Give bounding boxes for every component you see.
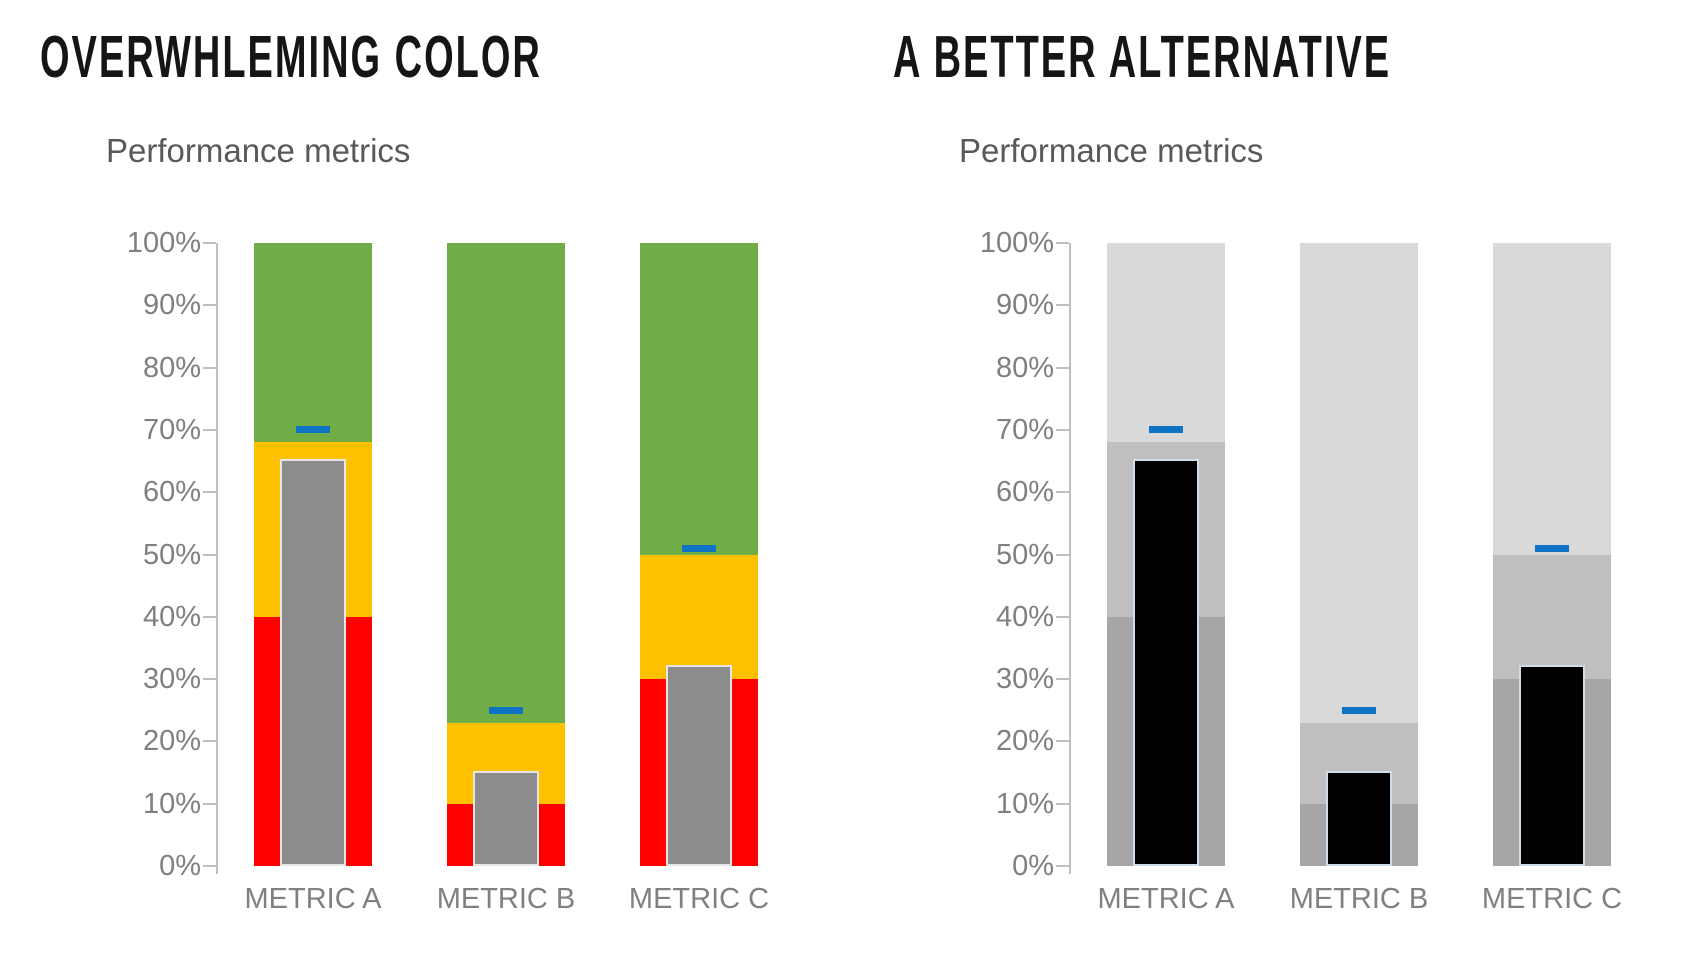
x-category-label: METRIC C bbox=[628, 883, 770, 915]
y-axis-tick bbox=[203, 304, 216, 307]
high-band-segment bbox=[254, 243, 372, 443]
y-axis-line bbox=[216, 243, 218, 874]
y-axis-tick bbox=[203, 553, 216, 556]
y-tick-label: 30% bbox=[995, 663, 1054, 696]
y-tick-label: 70% bbox=[995, 413, 1054, 446]
target-marker bbox=[1535, 545, 1569, 552]
plot-area-overwhelming: 0% 10% 20% 30% 40% 50% 60% 70% 80% 90% 100% METRIC … bbox=[126, 227, 770, 915]
panel-heading: OVERWHLEMING COLOR bbox=[40, 26, 542, 92]
x-category-label: METRIC A bbox=[1097, 883, 1235, 915]
y-axis-line bbox=[1069, 243, 1071, 874]
x-category-label: METRIC B bbox=[1289, 883, 1429, 915]
y-axis-tick bbox=[1056, 740, 1069, 743]
high-band-segment bbox=[640, 243, 758, 555]
target-marker bbox=[489, 707, 523, 714]
actual-value-bar bbox=[1326, 770, 1392, 866]
actual-value-bar bbox=[473, 770, 539, 866]
plot-area-better-alternative: 0% 10% 20% 30% 40% 50% 60% 70% 80% 90% 100% METRIC … bbox=[853, 0, 1706, 968]
high-band-segment bbox=[447, 243, 565, 723]
y-axis-tick bbox=[1056, 242, 1069, 244]
y-tick-label: 10% bbox=[995, 787, 1054, 820]
y-tick-label: 90% bbox=[142, 289, 201, 322]
mid-band-segment bbox=[1493, 554, 1611, 680]
y-axis-tick bbox=[203, 615, 216, 618]
y-axis-tick bbox=[1056, 491, 1069, 494]
y-axis-tick bbox=[203, 242, 216, 244]
y-axis-tick bbox=[203, 428, 216, 431]
target-marker bbox=[1342, 707, 1376, 714]
y-axis-tick bbox=[203, 678, 216, 681]
y-axis-tick bbox=[1056, 304, 1069, 307]
target-marker bbox=[682, 545, 716, 552]
y-tick-label: 30% bbox=[142, 663, 201, 696]
actual-value-bar bbox=[666, 664, 732, 866]
y-tick-label: 50% bbox=[995, 538, 1054, 571]
panel-better-alternative: A BETTER ALTERNATIVE Performance metrics… bbox=[853, 0, 1706, 968]
panel-overwhelming-color: OVERWHLEMING COLOR Performance metrics 0… bbox=[40, 26, 770, 915]
actual-value-bar bbox=[1519, 664, 1585, 866]
x-category-label: METRIC B bbox=[436, 883, 576, 915]
y-axis-tick bbox=[1056, 553, 1069, 556]
x-category-label: METRIC C bbox=[1481, 883, 1623, 915]
y-axis-tick bbox=[203, 491, 216, 494]
chart-title: Performance metrics bbox=[959, 132, 1264, 169]
high-band-segment bbox=[1493, 243, 1611, 555]
actual-value-bar bbox=[280, 459, 346, 866]
y-axis-tick bbox=[1056, 366, 1069, 369]
y-axis-tick bbox=[1056, 865, 1069, 867]
panel-heading: A BETTER ALTERNATIVE bbox=[893, 26, 1392, 92]
y-tick-label: 0% bbox=[159, 850, 201, 882]
y-tick-label: 60% bbox=[142, 476, 201, 509]
y-axis-tick bbox=[203, 865, 216, 867]
y-axis-tick bbox=[1056, 802, 1069, 805]
y-axis-tick bbox=[203, 366, 216, 369]
y-tick-label: 100% bbox=[979, 227, 1054, 259]
y-tick-label: 50% bbox=[142, 538, 201, 571]
y-tick-label: 40% bbox=[142, 600, 201, 633]
y-axis-tick bbox=[1056, 678, 1069, 681]
chart-title: Performance metrics bbox=[106, 132, 411, 169]
mid-band-segment bbox=[640, 554, 758, 680]
y-tick-label: 70% bbox=[142, 413, 201, 446]
target-marker bbox=[1149, 426, 1183, 433]
y-axis-tick bbox=[1056, 428, 1069, 431]
y-axis-tick bbox=[203, 802, 216, 805]
y-tick-label: 80% bbox=[142, 351, 201, 384]
y-tick-label: 0% bbox=[1012, 850, 1054, 882]
y-tick-label: 10% bbox=[142, 787, 201, 820]
x-category-label: METRIC A bbox=[244, 883, 382, 915]
y-tick-label: 80% bbox=[995, 351, 1054, 384]
y-tick-label: 40% bbox=[995, 600, 1054, 633]
y-axis-tick bbox=[1056, 615, 1069, 618]
y-tick-label: 60% bbox=[995, 476, 1054, 509]
y-tick-label: 20% bbox=[995, 725, 1054, 758]
y-tick-label: 100% bbox=[126, 227, 201, 259]
y-tick-label: 20% bbox=[142, 725, 201, 758]
y-axis-tick bbox=[203, 740, 216, 743]
y-tick-label: 90% bbox=[995, 289, 1054, 322]
high-band-segment bbox=[1107, 243, 1225, 443]
actual-value-bar bbox=[1133, 459, 1199, 866]
target-marker bbox=[296, 426, 330, 433]
high-band-segment bbox=[1300, 243, 1418, 723]
